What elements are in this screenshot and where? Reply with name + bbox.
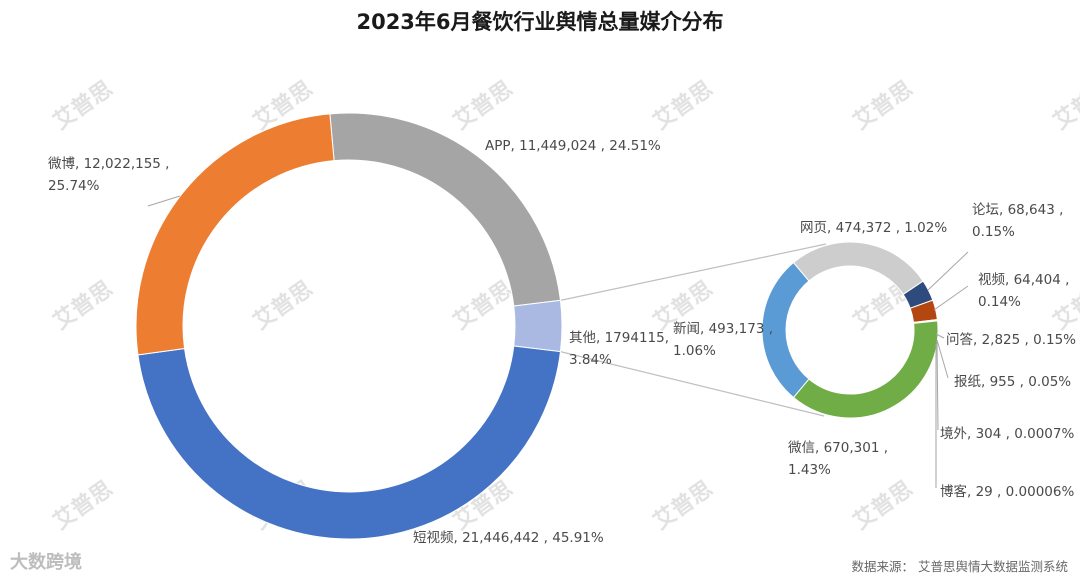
watermark-7: 艾普思 [249,276,318,335]
sub-donut-chart [761,241,939,419]
sub-label-e68aa5e7bab8-0: 报纸, 955 , 0.05% [954,374,1071,390]
sub-label-e8aebae59d9b-1: 0.15% [972,224,1015,240]
sub-label-e8a786e9a291-0: 视频, 64,404 , [978,272,1069,288]
sub-slice-8 [761,261,810,399]
watermark-6: 艾普思 [49,276,118,335]
main-label-e5beaee58d9a-0: 微博, 12,022,155 , [48,155,169,172]
main-label-e5beaee58d9a-1: 25.74% [48,178,100,194]
watermark-8: 艾普思 [449,276,518,335]
main-slice-3 [135,113,335,356]
leader-line-weibo [147,195,181,207]
sub-label-e8a786e9a291-1: 0.14% [978,294,1021,310]
leader-line-qa [935,333,945,339]
leader-line-paper [936,339,949,379]
source-note: 数据来源： 艾普思舆情大数据监测系统 [851,559,1068,574]
sub-label-e8aebae59d9b-0: 论坛, 68,643 , [972,202,1063,218]
sub-label-e5a283e5a496-0: 境外, 304 , 0.0007% [940,426,1074,442]
sub-slice-7 [792,320,939,419]
connector-lines [560,243,827,417]
watermark-16: 艾普思 [849,476,918,535]
connector-line-top [560,243,827,301]
watermark-15: 艾普思 [649,476,718,535]
watermark-2: 艾普思 [449,76,518,135]
main-slice-1 [513,299,563,353]
watermark-12: 艾普思 [49,476,118,535]
sub-label-e7bd91e9a1b5-0: 网页, 474,372 , 1.02% [800,220,947,236]
main-label-e585b6e4bb96-1: 3.84% [569,352,612,368]
leader-line-forum [927,251,969,291]
brand-logo-text: 大数跨境 [10,552,82,573]
sub-label-e5beaee4bfa1-0: 微信, 670,301 , [788,440,888,456]
chart-title: 2023年6月餐饮行业舆情总量媒介分布 [356,10,724,34]
main-donut-chart [135,112,563,540]
leader-lines [147,195,969,488]
sub-label-e58d9ae5aea2-0: 博客, 29 , 0.00006% [940,483,1074,500]
sub-label-e696b0e997bb-0: 新闻, 493,173 , [673,321,773,337]
sub-slice-0 [792,241,924,296]
sub-label-e997aee7ad94-0: 问答, 2,825 , 0.15% [946,331,1076,348]
connector-line-bottom [560,351,825,417]
watermark-4: 艾普思 [849,76,918,135]
data-labels: APP, 11,449,024 , 24.51% 其他, 1794115, 3.84… [48,138,1076,546]
watermark-0: 艾普思 [49,76,118,135]
sub-label-e696b0e997bb-1: 1.06% [673,343,716,359]
watermark-3: 艾普思 [649,76,718,135]
main-label-app-0: APP, 11,449,024 , 24.51% [485,138,661,154]
main-slice-2 [137,345,562,540]
main-label-e585b6e4bb96-0: 其他, 1794115, [569,330,669,346]
leader-line-abroad [936,341,939,431]
watermark-5: 艾普思 [1049,76,1080,135]
main-label-e79fade8a786e9a291-0: 短视频, 21,446,442 , 45.91% [413,530,604,546]
sub-label-e5beaee4bfa1-1: 1.43% [788,462,831,478]
leader-line-video [933,285,969,311]
